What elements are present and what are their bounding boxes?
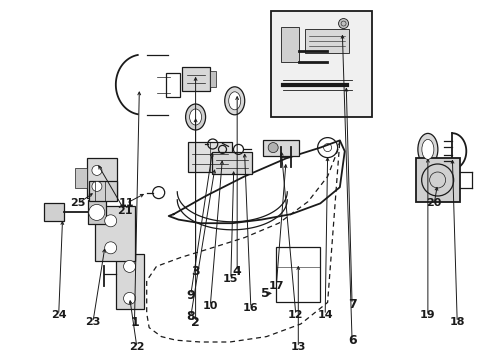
Text: 14: 14	[317, 310, 332, 320]
Ellipse shape	[185, 104, 205, 130]
Text: 19: 19	[419, 310, 435, 320]
Bar	[95, 206, 134, 261]
Text: 20: 20	[426, 198, 441, 208]
Circle shape	[267, 143, 278, 153]
Text: 17: 17	[268, 281, 284, 291]
Text: 16: 16	[243, 303, 258, 313]
Text: 9: 9	[186, 289, 195, 302]
Ellipse shape	[189, 109, 201, 125]
Text: 12: 12	[287, 310, 303, 320]
Bar	[75, 168, 87, 188]
Text: 25: 25	[70, 198, 86, 208]
Text: 24: 24	[51, 310, 66, 320]
Bar	[276, 247, 320, 302]
Text: 13: 13	[290, 342, 305, 352]
Text: 11: 11	[118, 198, 134, 208]
Circle shape	[104, 242, 117, 254]
Text: 15: 15	[223, 274, 238, 284]
Bar	[165, 73, 180, 96]
Circle shape	[338, 19, 348, 28]
Text: 18: 18	[448, 317, 464, 327]
Text: 6: 6	[347, 334, 356, 347]
Bar	[304, 28, 348, 53]
Circle shape	[123, 292, 135, 305]
Bar	[281, 27, 299, 62]
Text: 2: 2	[191, 316, 200, 329]
Bar	[181, 67, 209, 91]
Text: 1: 1	[130, 316, 139, 329]
Bar	[44, 203, 63, 221]
Text: 23: 23	[85, 317, 101, 327]
Bar	[188, 143, 232, 172]
Text: 21: 21	[117, 206, 132, 216]
Ellipse shape	[417, 134, 437, 165]
Bar	[271, 11, 371, 117]
Text: 3: 3	[191, 265, 200, 278]
Bar	[415, 158, 459, 202]
Ellipse shape	[228, 92, 240, 110]
Circle shape	[92, 165, 102, 175]
Bar	[88, 181, 117, 201]
Bar	[87, 158, 117, 198]
Bar	[212, 152, 252, 174]
Circle shape	[123, 260, 135, 273]
Bar	[209, 71, 215, 87]
Text: 5: 5	[260, 287, 269, 300]
Bar	[88, 201, 105, 224]
Text: 4: 4	[232, 265, 241, 278]
Text: 22: 22	[129, 342, 144, 352]
Text: 8: 8	[186, 310, 195, 323]
Ellipse shape	[224, 87, 244, 115]
Ellipse shape	[421, 139, 433, 159]
Text: 7: 7	[347, 298, 356, 311]
Circle shape	[89, 204, 104, 220]
Circle shape	[92, 181, 102, 192]
Circle shape	[104, 215, 117, 227]
Bar	[263, 140, 299, 156]
Text: 10: 10	[202, 301, 218, 311]
Bar	[115, 255, 143, 309]
